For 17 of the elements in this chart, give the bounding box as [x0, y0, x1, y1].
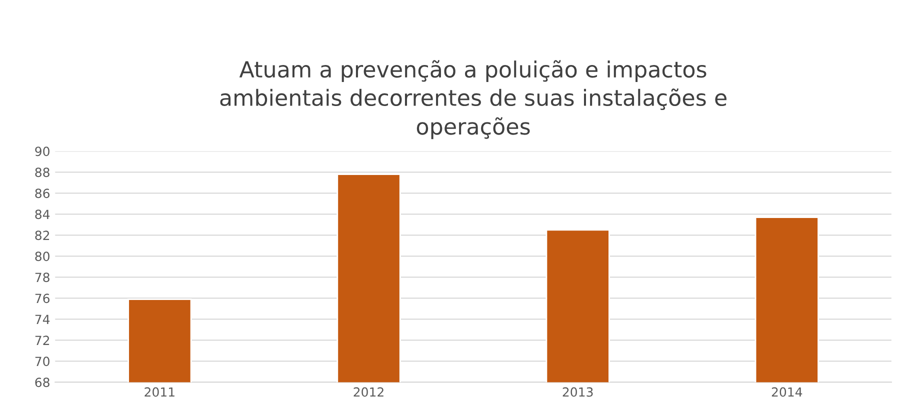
chart-title: Atuam a prevenção a poluição e impactos ambientais decorrentes de suas instalações e operações	[220, 60, 726, 140]
y-tick-label: 90	[35, 146, 50, 156]
x-tick-label: 2011	[144, 387, 174, 397]
y-tick-label: 84	[35, 210, 50, 220]
y-tick-label: 80	[35, 252, 50, 262]
y-tick-label: 88	[35, 168, 50, 178]
y-tick-label: 74	[35, 314, 50, 324]
x-tick-label: 2014	[772, 387, 802, 397]
y-tick-label: 86	[35, 188, 50, 198]
y-tick-label: 70	[35, 356, 50, 366]
x-tick-label: 2013	[562, 387, 593, 397]
y-tick-label: 68	[35, 378, 50, 388]
y-tick-label: 76	[35, 294, 50, 304]
x-tick-label: 2012	[354, 387, 384, 397]
y-tick-label: 78	[35, 272, 50, 282]
y-tick-label: 82	[35, 230, 50, 240]
y-tick-label: 72	[35, 336, 50, 345]
